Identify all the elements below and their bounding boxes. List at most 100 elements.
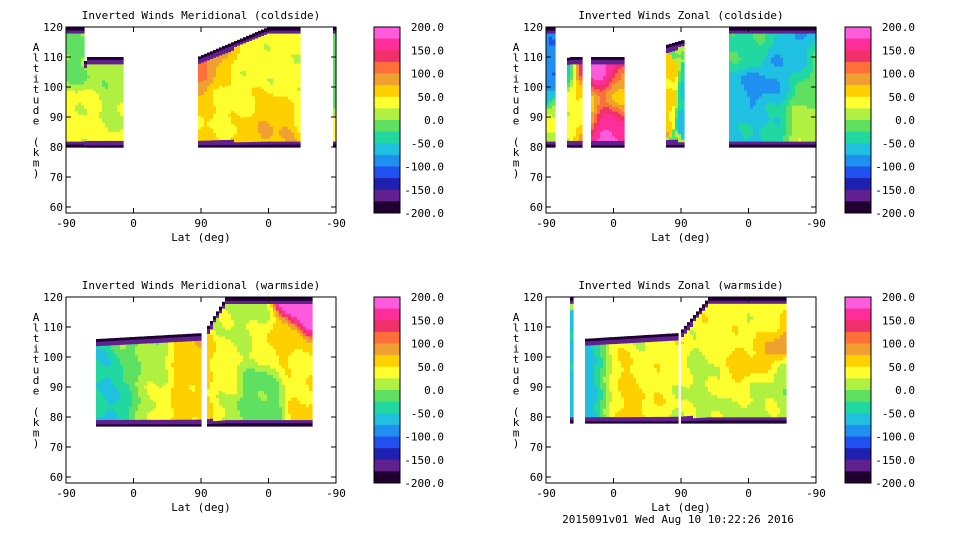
- contour-cell: [114, 366, 118, 370]
- contour-cell: [771, 129, 775, 133]
- contour-cell: [132, 388, 136, 391]
- contour-cell: [750, 102, 754, 106]
- contour-cell: [591, 129, 595, 132]
- contour-cell: [66, 63, 70, 67]
- contour-cell: [75, 144, 79, 148]
- contour-cell: [807, 36, 811, 40]
- contour-cell: [618, 133, 622, 137]
- contour-cell: [255, 72, 259, 76]
- contour-cell: [813, 84, 817, 88]
- contour-cell: [804, 87, 808, 91]
- contour-cell: [234, 133, 238, 137]
- contour-cell: [129, 368, 133, 371]
- y-tick-label: 120: [43, 21, 63, 34]
- contour-cell: [243, 105, 247, 110]
- contour-cell: [777, 75, 781, 79]
- contour-cell: [222, 136, 226, 140]
- contour-cell: [273, 36, 277, 40]
- contour-cell: [678, 41, 682, 45]
- contour-cell: [792, 99, 796, 103]
- contour-cell: [243, 127, 247, 132]
- contour-cell: [210, 75, 214, 79]
- contour-cell: [84, 142, 88, 146]
- contour-cell: [333, 138, 337, 142]
- contour-cell: [129, 388, 133, 391]
- contour-cell: [597, 122, 601, 126]
- contour-cell: [597, 75, 601, 78]
- contour-cell: [96, 57, 100, 60]
- contour-cell: [96, 391, 100, 394]
- contour-cell: [789, 42, 793, 46]
- contour-cell: [117, 142, 121, 146]
- contour-cell: [270, 99, 274, 103]
- contour-cell: [759, 39, 763, 43]
- contour-cell: [222, 53, 226, 57]
- contour-cell: [750, 90, 754, 94]
- contour-cell: [255, 92, 259, 96]
- contour-cell: [774, 96, 778, 100]
- contour-cell: [75, 39, 79, 43]
- contour-cell: [207, 97, 211, 101]
- contour-cell: [777, 141, 781, 145]
- contour-cell: [774, 63, 778, 67]
- contour-cell: [801, 54, 805, 58]
- contour-cell: [603, 63, 607, 67]
- contour-cell: [117, 106, 121, 110]
- contour-cell: [222, 101, 226, 105]
- contour-cell: [126, 403, 130, 407]
- contour-cell: [573, 144, 577, 148]
- contour-cell: [228, 126, 232, 130]
- contour-cell: [618, 144, 622, 148]
- contour-cell: [96, 75, 100, 78]
- contour-cell: [813, 120, 817, 124]
- contour-cell: [120, 115, 124, 119]
- contour-cell: [66, 42, 70, 46]
- contour-cell: [66, 84, 70, 88]
- contour-cell: [606, 111, 610, 114]
- contour-cell: [786, 138, 790, 142]
- contour-cell: [666, 83, 670, 87]
- contour-cell: [774, 114, 778, 118]
- contour-cell: [570, 104, 574, 108]
- contour-cell: [243, 116, 247, 121]
- contour-cell: [267, 39, 271, 43]
- contour-cell: [813, 33, 817, 37]
- contour-cell: [270, 57, 274, 61]
- contour-cell: [120, 342, 124, 345]
- contour-cell: [72, 54, 76, 58]
- contour-cell: [252, 58, 256, 63]
- contour-cell: [783, 111, 787, 115]
- contour-cell: [753, 81, 757, 85]
- colorbar-swatch: [845, 131, 871, 144]
- contour-cell: [297, 33, 301, 37]
- contour-cell: [774, 138, 778, 142]
- contour-cell: [732, 111, 736, 115]
- contour-cell: [111, 126, 115, 130]
- contour-cell: [120, 120, 124, 123]
- contour-cell: [228, 103, 232, 107]
- contour-cell: [738, 144, 742, 148]
- contour-cell: [126, 381, 130, 385]
- contour-cell: [234, 86, 238, 90]
- contour-cell: [291, 123, 295, 127]
- contour-cell: [279, 141, 283, 145]
- contour-cell: [117, 355, 121, 359]
- contour-cell: [201, 91, 205, 95]
- contour-cell: [753, 99, 757, 103]
- contour-cell: [207, 59, 211, 63]
- contour-cell: [777, 135, 781, 139]
- contour-cell: [615, 124, 619, 128]
- contour-cell: [753, 111, 757, 115]
- contour-cell: [126, 361, 130, 365]
- contour-cell: [774, 36, 778, 40]
- contour-cell: [96, 90, 100, 94]
- contour-cell: [618, 106, 622, 110]
- contour-cell: [204, 142, 208, 146]
- contour-cell: [84, 110, 88, 114]
- contour-cell: [246, 130, 250, 134]
- contour-cell: [750, 75, 754, 79]
- colorbar-tick-label: -100.0: [875, 161, 915, 174]
- contour-cell: [129, 406, 133, 409]
- contour-cell: [108, 375, 112, 379]
- contour-cell: [87, 77, 91, 81]
